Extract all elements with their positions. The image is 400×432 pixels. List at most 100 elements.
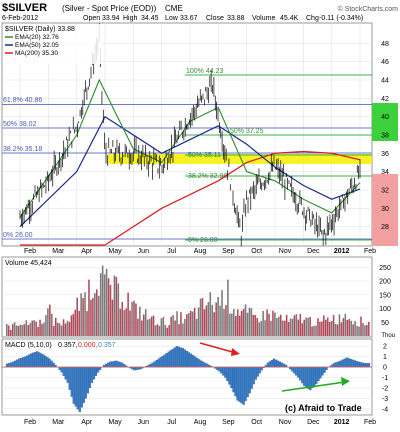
macd-x-tick-label: Jul <box>167 419 176 426</box>
volume-bar <box>223 308 225 336</box>
volume-bar <box>135 303 137 336</box>
macd-histogram-bar <box>62 366 65 376</box>
volume-bar <box>121 301 124 336</box>
macd-histogram-bar <box>181 348 185 368</box>
red-arrow-head <box>231 348 240 356</box>
red-divergence-line <box>199 342 237 354</box>
macd-histogram-bar <box>349 358 352 368</box>
macd-histogram-bar <box>26 355 29 368</box>
volume-bar <box>231 313 233 336</box>
macd-histogram-bar <box>64 366 67 380</box>
volume-bar <box>99 273 102 336</box>
volume-bar <box>278 316 280 336</box>
macd-histogram-bar <box>347 358 350 368</box>
volume-bar <box>219 305 221 336</box>
volume-bar <box>13 322 16 336</box>
volume-bar <box>205 305 208 336</box>
volume-bar <box>137 318 139 336</box>
fib-label-382-right: 38.2% 32.98 <box>188 173 227 180</box>
macd-histogram-bar <box>270 360 274 368</box>
volume-bar <box>262 310 264 336</box>
macd-histogram-bar <box>135 366 138 370</box>
volume-bar <box>289 318 292 336</box>
volume-bar <box>52 325 55 336</box>
macd-histogram-bar <box>337 361 340 368</box>
volume-bar <box>234 315 237 336</box>
volume-bar <box>62 319 65 336</box>
volume-bar <box>49 304 51 336</box>
macd-tick-label: 1 <box>383 354 387 361</box>
volume-bar <box>152 315 155 336</box>
macd-histogram-bar <box>357 361 360 368</box>
macd-histogram-bar <box>230 366 233 389</box>
macd-histogram-bar <box>115 360 118 368</box>
yellow-resistance-band <box>108 154 372 164</box>
volume-bar <box>276 317 278 336</box>
macd-histogram-bar <box>266 362 269 368</box>
macd-histogram-bar <box>9 362 13 368</box>
volume-bar <box>146 319 149 336</box>
volume-bar <box>324 319 327 336</box>
volume-bar <box>303 319 306 336</box>
fibonacci-lines <box>2 74 372 241</box>
macd-histogram-bar <box>218 366 221 372</box>
volume-bar <box>51 313 53 336</box>
volume-bar <box>141 320 143 336</box>
volume-bar <box>74 309 77 336</box>
macd-histogram-bar <box>206 363 209 368</box>
price-tick-label: 34 <box>381 169 389 176</box>
macd-histogram-bar <box>50 360 53 368</box>
volume-bar <box>35 321 37 336</box>
macd-histogram-bar <box>171 348 174 368</box>
macd-histogram-bar <box>32 352 35 368</box>
price-x-tick-label: Sep <box>222 248 235 255</box>
macd-histogram-bar <box>293 366 296 374</box>
volume-bar <box>27 324 30 336</box>
volume-bar <box>176 311 178 336</box>
price-x-tick-label: Feb <box>24 248 36 255</box>
volume-legend-box <box>3 258 67 267</box>
date-label: 6-Feb-2012 <box>2 15 38 22</box>
macd-histogram-bar <box>121 362 124 368</box>
volume-bar <box>315 325 317 336</box>
volume-bar <box>246 312 249 336</box>
macd-histogram-bar <box>72 366 75 404</box>
macd-histogram-bar <box>220 366 223 374</box>
copyright-text: (c) Afraid to Trade <box>285 403 362 413</box>
macd-x-tick-label: Feb <box>364 419 376 426</box>
volume-bar <box>256 318 259 336</box>
volume-bar <box>340 322 343 336</box>
macd-x-tick-label: Mar <box>52 419 65 426</box>
exchange-label: CME <box>165 4 183 13</box>
volume-tick-label: 50 <box>381 320 389 327</box>
low-label: Low <box>165 15 179 22</box>
macd-histogram-bar <box>355 361 358 368</box>
macd-x-tick-label: Feb <box>24 419 36 426</box>
volume-bar <box>197 307 200 336</box>
volume-bar <box>123 310 125 336</box>
price-x-tick-label: Nov <box>279 248 292 255</box>
price-x-tick-label: Oct <box>251 248 262 255</box>
macd-histogram-bar <box>297 366 300 378</box>
macd-histogram-bar <box>254 366 257 380</box>
price-tick-label: 42 <box>381 96 389 103</box>
macd-histogram-bar <box>299 366 302 381</box>
macd-histogram-bar <box>268 361 272 368</box>
volume-header-value: 45.4K <box>280 15 299 22</box>
macd-histogram-bar <box>113 361 116 368</box>
macd-histogram-bar <box>74 366 77 407</box>
macd-histogram-bar <box>183 349 187 368</box>
volume-bar <box>342 318 345 336</box>
volume-bar <box>287 321 290 336</box>
volume-tick-label: 100 <box>379 306 391 313</box>
volume-bar <box>338 314 341 336</box>
volume-bar <box>356 326 358 336</box>
volume-bar <box>250 308 253 336</box>
macd-histogram-bar <box>84 366 87 399</box>
macd-histogram-bar <box>367 363 371 368</box>
volume-axis-unit: Thou <box>381 333 395 339</box>
price-x-tick-label: Dec <box>307 248 320 255</box>
volume-bar <box>364 325 366 336</box>
volume-panel: Volume 45,424 250 200 150 100 50 Thou <box>1 256 395 339</box>
macd-histogram-bar <box>169 350 172 368</box>
